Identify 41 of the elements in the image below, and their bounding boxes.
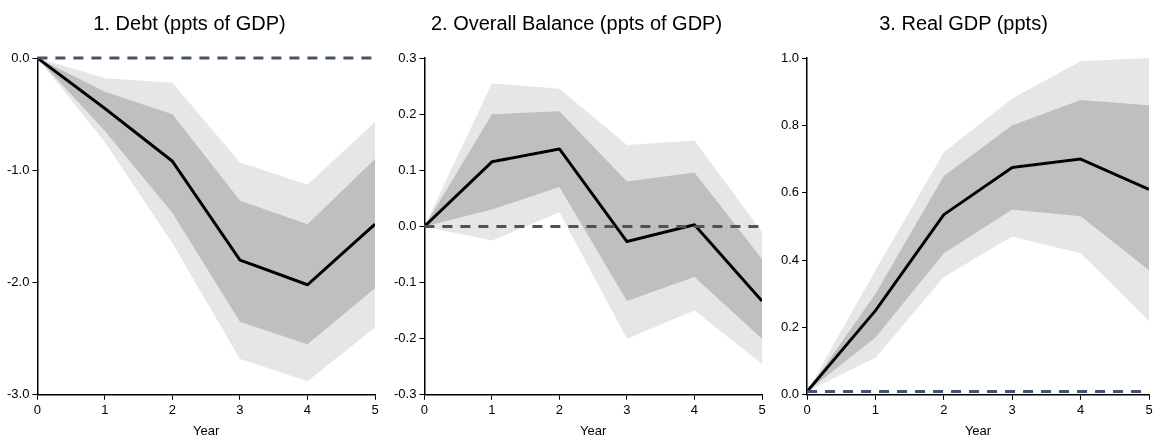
y-tick-label: 1.0 [780,49,800,65]
x-tick-label: 0 [420,402,429,418]
x-tick-label: 4 [303,402,312,418]
y-tick-label: 0.0 [398,217,417,233]
x-tick-label: 1 [871,402,880,418]
y-tick-label: 0.4 [780,251,800,267]
y-tick-label: -2.0 [6,274,30,290]
y-tick-label: 0.3 [398,49,417,65]
x-axis-title: Year [580,422,607,438]
x-tick-label: 2 [555,402,564,418]
y-tick-label: 0.6 [780,184,800,200]
x-tick-label: 2 [940,402,948,418]
y-tick-label: 0.0 [780,386,800,402]
y-tick-label: -0.2 [393,330,417,346]
x-tick-label: 0 [33,402,42,418]
y-tick-label: 0.8 [780,116,800,132]
x-tick-label: 5 [758,402,766,418]
y-tick-label: 0.2 [780,319,800,335]
chart-title: 3. Real GDP (ppts) [879,11,1048,34]
y-tick-label: 0.0 [11,49,30,65]
x-axis-title: Year [193,422,220,438]
x-tick-label: 4 [690,402,699,418]
x-tick-label: 3 [623,402,631,418]
chart-title: 2. Overall Balance (ppts of GDP) [430,11,723,34]
x-axis-title: Year [964,422,992,438]
x-tick-label: 4 [1077,402,1085,418]
x-tick-label: 2 [168,402,177,418]
y-tick-label: -1.0 [6,161,30,177]
y-tick-label: -3.0 [6,386,30,402]
x-tick-label: 5 [371,402,379,418]
y-tick-label: 0.1 [398,161,417,177]
x-tick-label: 3 [236,402,244,418]
y-tick-label: -0.1 [393,274,417,290]
x-tick-label: 1 [101,402,109,418]
x-tick-label: 1 [488,402,496,418]
x-tick-label: 5 [1145,402,1153,418]
y-tick-label: 0.2 [398,105,417,121]
chart-title: 1. Debt (ppts of GDP) [93,11,286,34]
x-tick-label: 0 [803,402,811,418]
y-tick-label: -0.3 [393,386,417,402]
x-tick-label: 3 [1008,402,1016,418]
